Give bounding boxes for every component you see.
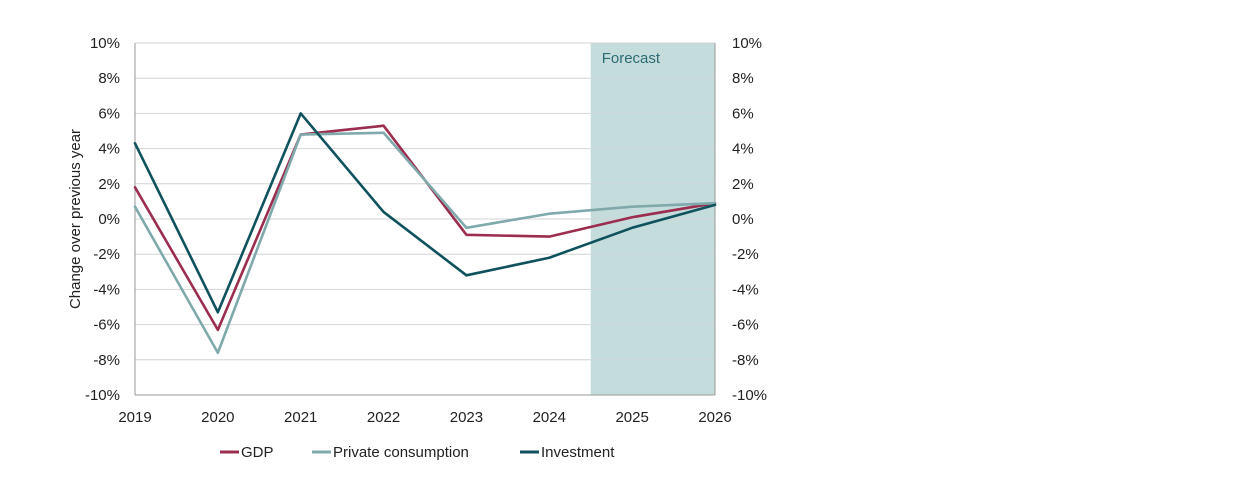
forecast-label: Forecast (602, 50, 661, 67)
x-tick-label: 2025 (615, 409, 648, 426)
y-axis-title: Change over previous year (67, 129, 84, 309)
legend-label-private-consumption: Private consumption (333, 444, 469, 461)
y-axis-left: -10% -8% -6% -4% -2% 0% 2% 4% 6% 8% 10% (85, 35, 120, 404)
y-tick-label-right: 4% (732, 141, 754, 158)
y-tick-label-left: 6% (98, 105, 120, 122)
y-tick-label-left: 8% (98, 70, 120, 87)
y-tick-label-left: -4% (93, 281, 120, 298)
y-tick-label-left: -6% (93, 317, 120, 334)
legend-label-investment: Investment (541, 444, 615, 461)
x-tick-label: 2021 (284, 409, 317, 426)
y-tick-label-left: 2% (98, 176, 120, 193)
y-tick-label-left: -2% (93, 246, 120, 263)
y-tick-label-left: 10% (90, 35, 120, 52)
x-tick-label: 2026 (698, 409, 731, 426)
y-tick-label-left: 0% (98, 211, 120, 228)
y-tick-label-right: 10% (732, 35, 762, 52)
y-tick-label-left: 4% (98, 141, 120, 158)
y-tick-label-right: 2% (732, 176, 754, 193)
y-axis-right: -10% -8% -6% -4% -2% 0% 2% 4% 6% 8% 10% (732, 35, 767, 404)
y-tick-label-right: -6% (732, 317, 759, 334)
y-tick-label-left: -10% (85, 387, 120, 404)
x-axis: 2019 2020 2021 2022 2023 2024 2025 2026 (118, 409, 731, 426)
x-tick-label: 2020 (201, 409, 234, 426)
series-line-investment (133, 112, 717, 314)
legend: GDP Private consumption Investment (220, 444, 615, 461)
y-tick-label-left: -8% (93, 352, 120, 369)
y-tick-label-right: 0% (732, 211, 754, 228)
series-lines (133, 112, 717, 355)
y-tick-label-right: -4% (732, 281, 759, 298)
x-tick-label: 2022 (367, 409, 400, 426)
axes (134, 43, 716, 396)
grid (135, 42, 715, 361)
series-line-private-consumption (133, 131, 717, 355)
y-tick-label-right: -10% (732, 387, 767, 404)
x-tick-label: 2019 (118, 409, 151, 426)
legend-label-gdp: GDP (241, 444, 274, 461)
y-tick-label-right: -8% (732, 352, 759, 369)
x-tick-label: 2024 (533, 409, 566, 426)
y-tick-label-right: 8% (732, 70, 754, 87)
y-tick-label-right: -2% (732, 246, 759, 263)
y-tick-label-right: 6% (732, 105, 754, 122)
x-tick-label: 2023 (450, 409, 483, 426)
